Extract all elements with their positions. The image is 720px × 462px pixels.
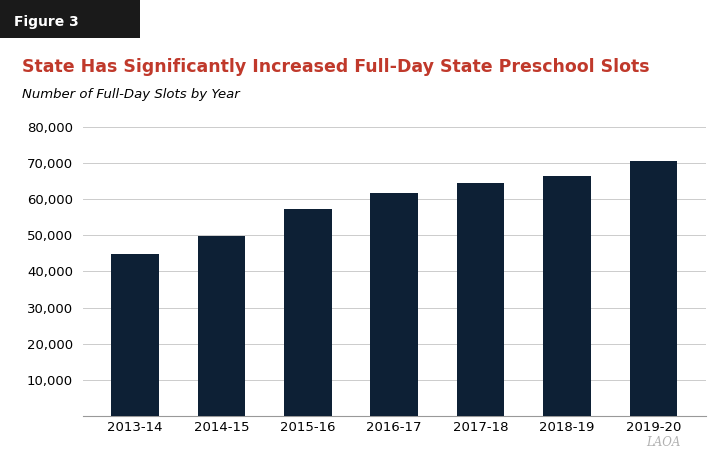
Bar xyxy=(111,254,158,416)
Text: Number of Full-Day Slots by Year: Number of Full-Day Slots by Year xyxy=(22,88,239,101)
Text: Figure 3: Figure 3 xyxy=(14,15,78,29)
Bar xyxy=(370,193,418,416)
Text: State Has Significantly Increased Full-Day State Preschool Slots: State Has Significantly Increased Full-D… xyxy=(22,58,649,76)
Bar xyxy=(197,236,245,416)
Bar xyxy=(457,183,505,416)
Bar xyxy=(630,161,678,416)
Bar xyxy=(544,176,591,416)
Text: LAOA: LAOA xyxy=(646,436,680,449)
Bar xyxy=(284,209,331,416)
